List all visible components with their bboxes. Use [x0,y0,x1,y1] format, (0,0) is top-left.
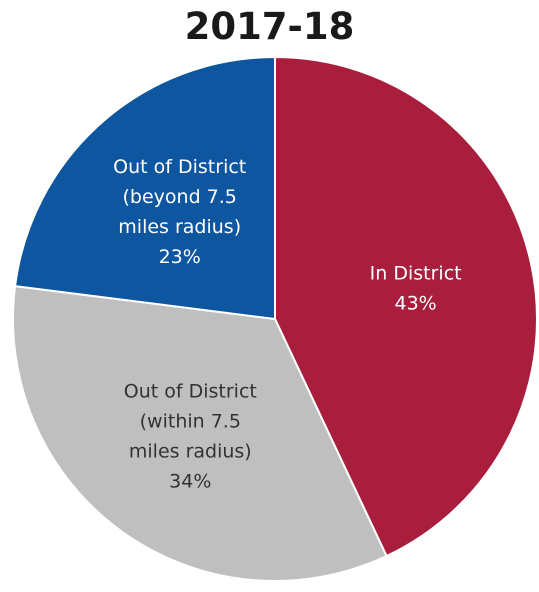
chart-title: 2017-18 [184,5,355,48]
pie-slice-label: In District 43% [370,263,462,315]
pie-slice-label: Out of District (beyond 7.5 miles radius) 2… [113,156,246,268]
pie-slice-label-line: 34% [169,471,211,493]
pie-slice-label-line: (within 7.5 [140,411,241,433]
pie-slice-label-line: (beyond 7.5 [123,186,237,208]
pie-slice [13,55,276,321]
pie-slice-label-line: 43% [395,293,437,315]
pie-slice-label-line: Out of District [124,381,257,403]
pie-slice-label-line: miles radius) [129,441,252,463]
pie-slice-label-line: In District [370,263,462,285]
pie-slice [12,285,388,582]
pie-slice-label-line: Out of District [113,156,246,178]
pie-labels: In District 43% Out of District (within 7.5… [113,156,461,493]
pie-slice [274,55,538,558]
pie-slice-label-line: 23% [159,246,201,268]
pie-slice-label-line: miles radius) [118,216,241,238]
pie-slices [12,55,538,582]
pie-slice-label: Out of District (within 7.5 miles radius) 3… [124,381,257,493]
